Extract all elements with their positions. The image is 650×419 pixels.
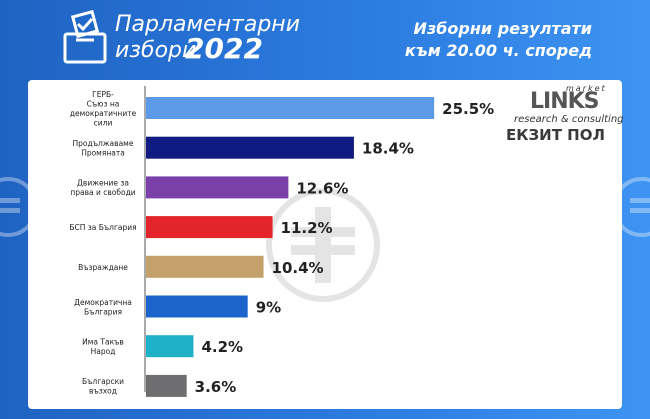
watermark-emblem-icon: [266, 188, 380, 302]
ballot-box-icon: [63, 10, 107, 64]
bar: [146, 335, 194, 358]
value-label: 10.4%: [272, 259, 324, 277]
value-label: 4.2%: [201, 338, 243, 356]
emblem-left-icon: [0, 177, 28, 237]
logo-links-text: LINKS: [530, 89, 600, 114]
category-label: Движение за права и свободи: [70, 179, 135, 198]
bar: [146, 374, 187, 397]
logo-market-text: market: [566, 84, 607, 93]
category-label: Възраждане: [78, 263, 128, 272]
title-line-2: избори: [115, 38, 197, 63]
subtitle-line-2: към 20.00 ч. според: [404, 41, 592, 60]
title-year: 2022: [185, 32, 263, 65]
value-label: 3.6%: [195, 378, 237, 396]
subtitle: Изборни резултати към 20.00 ч. според: [405, 18, 592, 62]
category-label: Продължаваме Промяната: [73, 139, 134, 158]
bar: [146, 176, 289, 199]
category-label: ГЕРБ-Съюз на демократичните сили: [70, 90, 137, 128]
category-label: БСП за България: [69, 223, 136, 232]
header: Парламентарни избори 2022 Изборни резулт…: [0, 0, 650, 78]
category-label: Български възход: [82, 377, 124, 396]
chart-panel: 25.5% ГЕРБ-Съюз на демократичните сили 18.4%…: [28, 80, 624, 409]
bar-chart: 25.5% ГЕРБ-Съюз на демократичните сили 18.4%…: [69, 86, 494, 397]
bar: [146, 97, 435, 119]
logo-research-text: research & consulting: [514, 114, 624, 125]
exit-poll-label: ЕКЗИТ ПОЛ: [506, 126, 605, 144]
value-label: 12.6%: [296, 179, 348, 197]
subtitle-line-1: Изборни резултати: [413, 19, 592, 38]
value-label: 11.2%: [281, 219, 333, 237]
category-label: Демократична България: [74, 298, 132, 317]
title-line-1: Парламентарни: [115, 12, 300, 37]
bar: [146, 295, 248, 318]
value-label: 18.4%: [362, 140, 414, 158]
bar: [146, 136, 354, 159]
emblem-right-icon: [622, 177, 650, 237]
category-label: Има Такъв Народ: [82, 337, 124, 356]
value-label: 9%: [256, 299, 281, 317]
bar: [146, 216, 273, 239]
value-label: 25.5%: [442, 100, 494, 118]
bar: [146, 255, 264, 278]
